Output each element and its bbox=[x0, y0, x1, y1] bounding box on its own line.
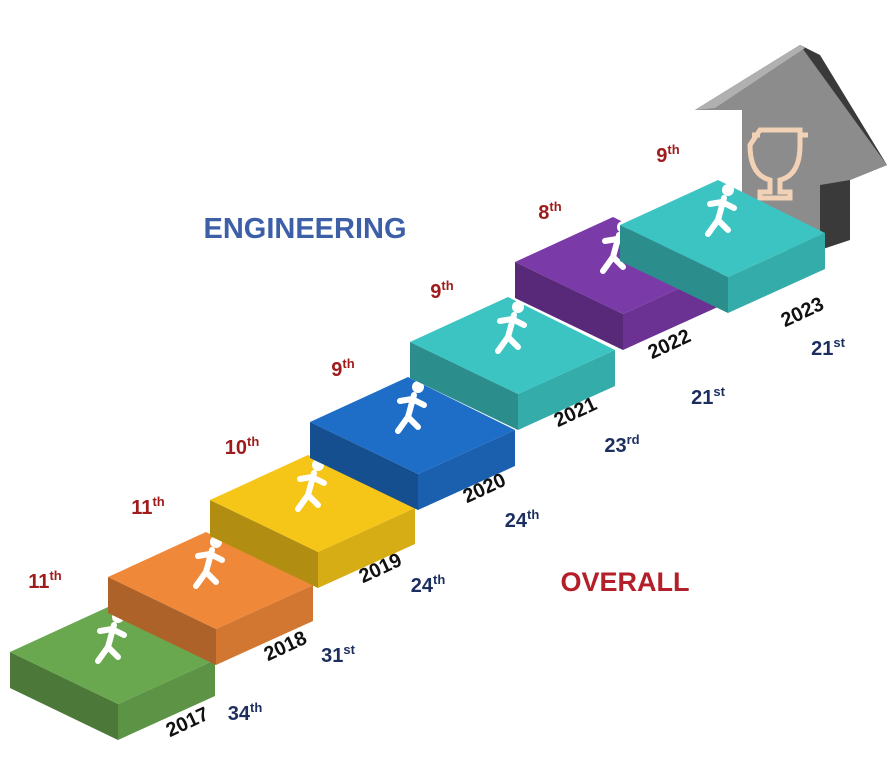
overall-rank: 31st bbox=[321, 642, 355, 667]
overall-rank-suffix: st bbox=[713, 384, 725, 399]
overall-rank-number: 31 bbox=[321, 645, 343, 667]
overall-rank-suffix: st bbox=[833, 335, 845, 350]
engineering-rank: 10th bbox=[225, 434, 260, 459]
overall-rank: 21st bbox=[811, 335, 845, 360]
engineering-rank-number: 8 bbox=[538, 202, 549, 224]
engineering-rank-number: 11 bbox=[28, 571, 49, 593]
overall-rank-number: 21 bbox=[691, 387, 713, 409]
engineering-rank-suffix: th bbox=[441, 278, 453, 293]
engineering-rank-suffix: th bbox=[49, 568, 61, 583]
engineering-rank-suffix: th bbox=[152, 494, 164, 509]
overall-rank-suffix: th bbox=[433, 572, 445, 587]
engineering-rank: 8th bbox=[538, 199, 561, 224]
steps: 201711th34th201811th31st201910th24th2020… bbox=[10, 142, 846, 742]
overall-rank: 34th bbox=[228, 700, 263, 725]
overall-rank: 24th bbox=[505, 507, 540, 532]
overall-rank: 23rd bbox=[604, 432, 639, 457]
engineering-rank-number: 9 bbox=[331, 359, 342, 381]
runner-head bbox=[512, 301, 524, 313]
overall-rank-suffix: rd bbox=[627, 432, 640, 447]
engineering-rank-suffix: th bbox=[667, 142, 679, 157]
overall-rank-suffix: st bbox=[343, 642, 355, 657]
engineering-rank-suffix: th bbox=[247, 434, 259, 449]
engineering-rank: 9th bbox=[430, 278, 453, 303]
engineering-rank-number: 11 bbox=[131, 497, 152, 519]
overall-rank: 24th bbox=[411, 572, 446, 597]
engineering-rank-suffix: th bbox=[549, 199, 561, 214]
overall-rank-number: 21 bbox=[811, 338, 833, 360]
overall-rank-number: 24 bbox=[505, 510, 528, 532]
engineering-rank-suffix: th bbox=[342, 356, 354, 371]
engineering-rank: 11th bbox=[131, 494, 164, 519]
overall-rank-number: 23 bbox=[604, 435, 626, 457]
overall-rank-suffix: th bbox=[527, 507, 539, 522]
overall-rank-suffix: th bbox=[250, 700, 262, 715]
overall-title: OVERALL bbox=[560, 567, 689, 597]
infographic: ENGINEERING OVERALL 201711th34th201811th… bbox=[0, 0, 893, 771]
engineering-rank: 9th bbox=[331, 356, 354, 381]
engineering-rank: 9th bbox=[656, 142, 679, 167]
year-label: 2023 bbox=[778, 293, 828, 332]
engineering-rank-number: 9 bbox=[656, 145, 667, 167]
engineering-rank: 11th bbox=[28, 568, 61, 593]
engineering-rank-number: 10 bbox=[225, 437, 247, 459]
overall-rank-number: 24 bbox=[411, 575, 434, 597]
overall-rank-number: 34 bbox=[228, 703, 251, 725]
overall-rank: 21st bbox=[691, 384, 725, 409]
engineering-title: ENGINEERING bbox=[203, 213, 406, 245]
runner-head bbox=[722, 184, 734, 196]
engineering-rank-number: 9 bbox=[430, 281, 441, 303]
